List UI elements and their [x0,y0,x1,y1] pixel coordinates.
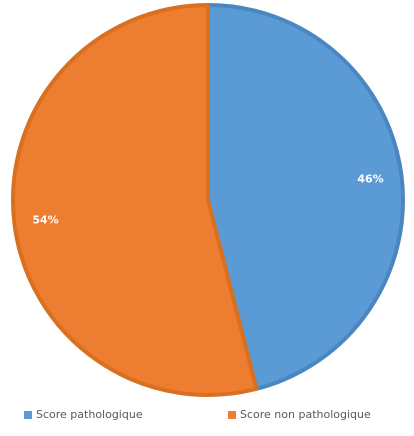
legend-label-score-pathologique: Score pathologique [36,408,143,421]
legend-swatch-score-pathologique [24,410,32,419]
legend-swatch-score-non-pathologique [228,410,236,419]
pie-slice-score-pathologique [206,3,405,391]
chart-legend: Score pathologique Score non pathologiqu… [0,408,414,432]
pie-chart: 46% 54% [11,3,405,397]
pie-slice-score-non-pathologique [11,3,259,397]
data-label-score-non-pathologique: 54% [32,214,58,227]
legend-item-score-non-pathologique: Score non pathologique [228,408,371,421]
legend-label-score-non-pathologique: Score non pathologique [240,408,371,421]
legend-item-score-pathologique: Score pathologique [24,408,143,421]
data-label-score-pathologique: 46% [357,172,383,185]
